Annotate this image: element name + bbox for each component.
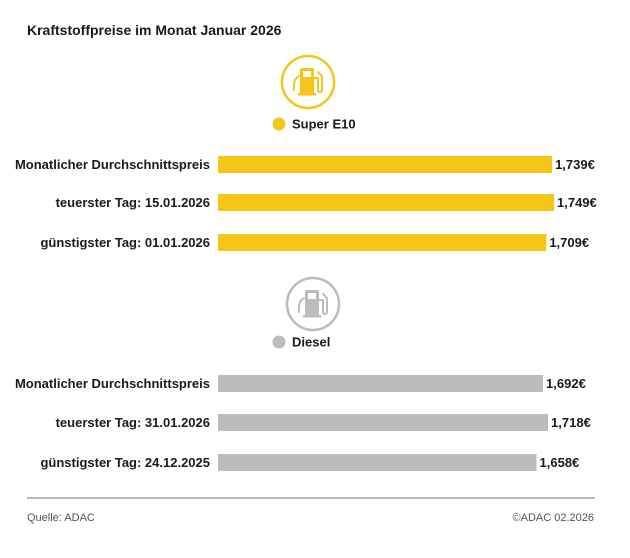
category-label: Monatlicher Durchschnittspreis xyxy=(15,376,210,391)
bar-chart: Super E10 Monatlicher Durchschnittspreis 1… xyxy=(15,54,597,471)
data-label: 1,709€ xyxy=(549,235,589,250)
source-note: Quelle: ADAC xyxy=(27,512,95,524)
bar xyxy=(218,454,537,471)
data-label: 1,718€ xyxy=(551,415,591,430)
bar xyxy=(218,375,544,392)
bar xyxy=(218,414,549,431)
data-label: 1,739€ xyxy=(555,157,595,172)
bar xyxy=(218,194,554,211)
fuel-pump-icon xyxy=(280,54,336,110)
category-label: teuerster Tag: 15.01.2026 xyxy=(56,195,210,210)
data-label: 1,658€ xyxy=(540,455,580,470)
legend-swatch xyxy=(272,335,286,349)
bar xyxy=(218,234,547,251)
fuel-pump-icon xyxy=(285,276,341,332)
legend-swatch xyxy=(272,117,286,131)
legend-label: Diesel xyxy=(292,335,330,350)
copyright-note: ©ADAC 02.2026 xyxy=(512,512,595,524)
category-label: günstigster Tag: 01.01.2026 xyxy=(40,235,210,250)
legend-label: Super E10 xyxy=(292,117,356,132)
category-label: teuerster Tag: 31.01.2026 xyxy=(56,415,210,430)
bar xyxy=(218,156,553,173)
category-label: Monatlicher Durchschnittspreis xyxy=(15,157,210,172)
footer-divider xyxy=(27,497,595,499)
category-label: günstigster Tag: 24.12.2025 xyxy=(40,455,210,470)
chart-title: Kraftstoffpreise im Monat Januar 2026 xyxy=(27,22,282,38)
data-label: 1,692€ xyxy=(546,376,586,391)
data-label: 1,749€ xyxy=(557,195,597,210)
